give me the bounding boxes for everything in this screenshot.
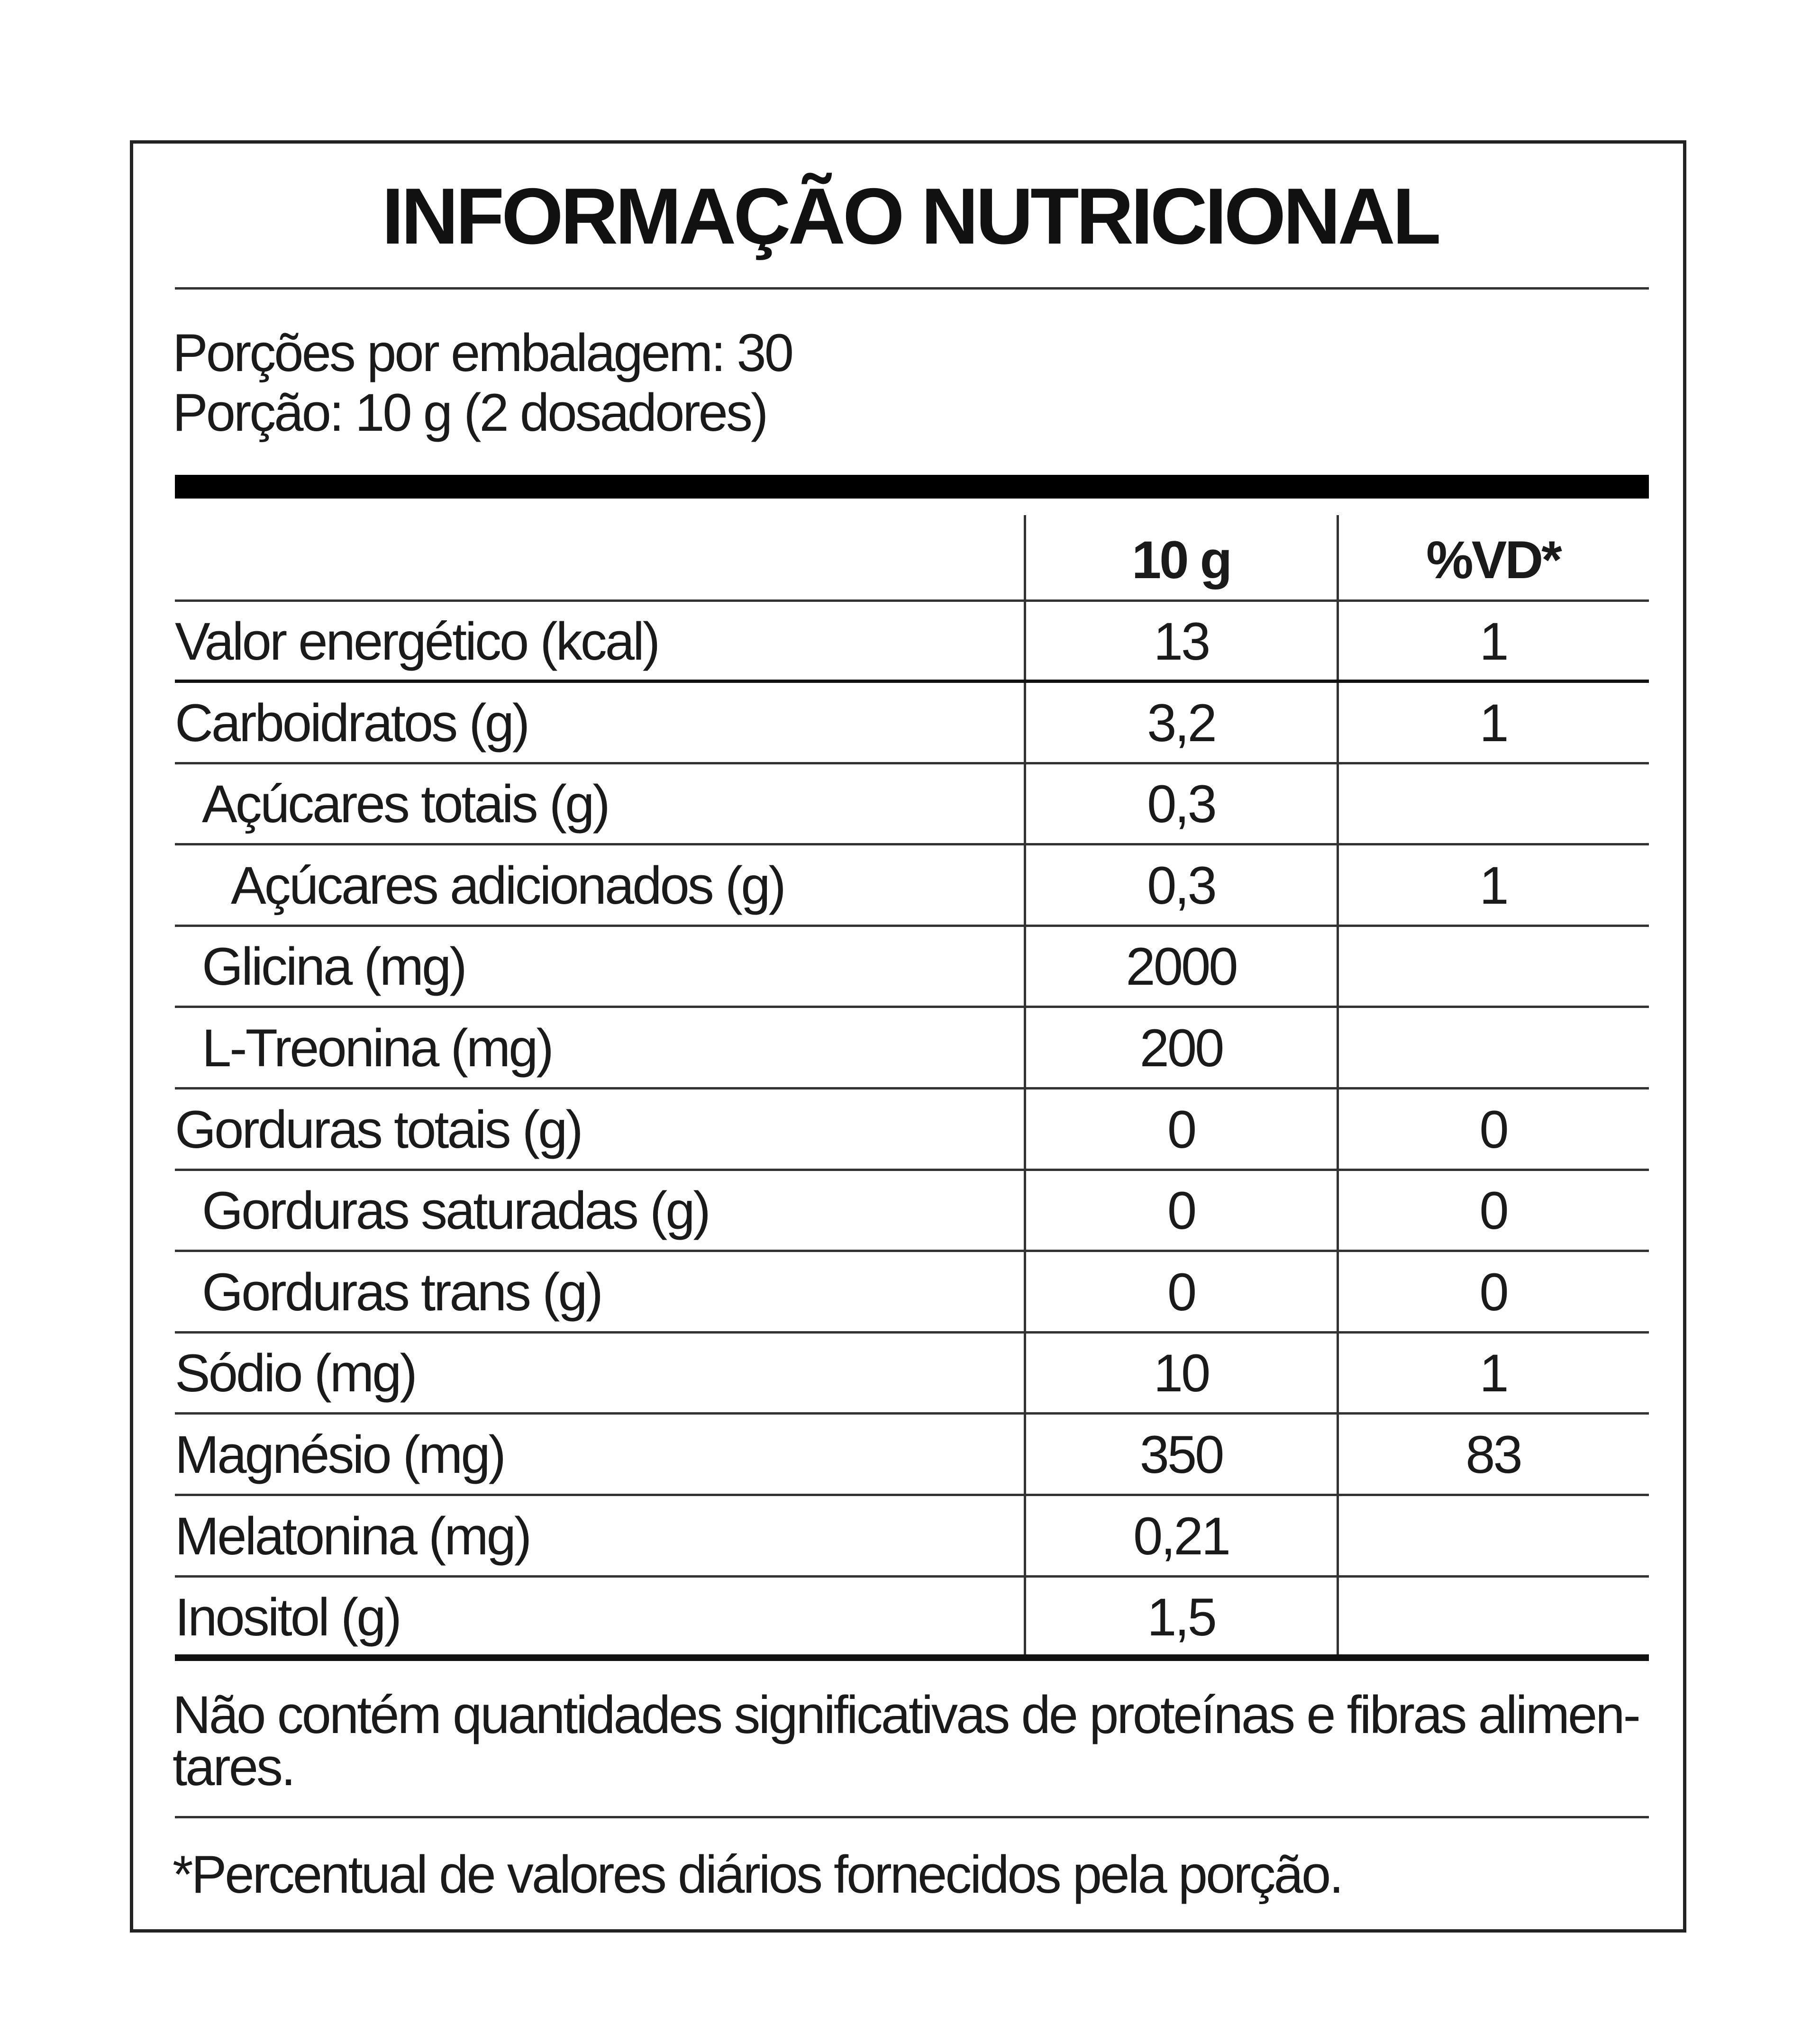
nutrient-amount: 0,21 — [1133, 1506, 1231, 1566]
footnote-line-1: Não contém quantidades significativas de… — [173, 1685, 1641, 1744]
row-divider — [175, 1087, 1649, 1089]
nutrient-label: Gorduras trans (g) — [202, 1262, 603, 1322]
nutrient-dv: 1 — [1479, 855, 1509, 915]
table-row: Açúcares totais (g) 0,3 — [175, 763, 1649, 846]
divider — [175, 1816, 1649, 1818]
footnote-line-2: tares. — [173, 1737, 296, 1797]
nutrient-dv: 0 — [1479, 1262, 1509, 1322]
nutrient-amount: 0 — [1167, 1181, 1197, 1241]
nutrient-dv: 1 — [1479, 612, 1509, 671]
nutrient-dv: 0 — [1479, 1099, 1509, 1159]
table-row: Gorduras totais (g) 0 0 — [175, 1089, 1649, 1171]
nutrient-amount: 0,3 — [1147, 774, 1217, 834]
nutrient-amount: 0 — [1167, 1099, 1197, 1159]
row-divider — [175, 1006, 1649, 1008]
nutrient-amount: 200 — [1139, 1018, 1225, 1078]
column-divider — [1337, 515, 1339, 1658]
row-divider — [175, 843, 1649, 846]
nutrient-dv: 1 — [1479, 693, 1509, 753]
row-divider — [175, 1494, 1649, 1496]
table-row: Gorduras saturadas (g) 0 0 — [175, 1170, 1649, 1252]
nutrient-label: Magnésio (mg) — [175, 1425, 506, 1484]
table-header: 10 g %VD* — [175, 515, 1649, 602]
nutrient-dv: 83 — [1465, 1425, 1523, 1484]
serving-size: Porção: 10 g (2 dosadores) — [173, 383, 768, 442]
label-title: INFORMAÇÃO NUTRICIONAL — [382, 172, 1441, 261]
nutrient-label: Gorduras saturadas (g) — [202, 1181, 711, 1241]
column-divider — [1024, 515, 1026, 1658]
row-divider — [175, 1331, 1649, 1334]
nutrient-label: Carboidratos (g) — [175, 693, 530, 753]
nutrient-amount: 2000 — [1126, 937, 1238, 997]
row-divider — [175, 680, 1649, 683]
table-row: Valor energético (kcal) 13 1 — [175, 600, 1649, 683]
row-divider — [175, 1575, 1649, 1578]
nutrient-label: Valor energético (kcal) — [175, 612, 660, 671]
table-row: Carboidratos (g) 3,2 1 — [175, 682, 1649, 764]
table-row: Açúcares adicionados (g) 0,3 1 — [175, 844, 1649, 927]
table-row: Magnésio (mg) 350 83 — [175, 1414, 1649, 1496]
row-divider — [175, 599, 1649, 602]
row-divider — [175, 1250, 1649, 1252]
nutrient-label: Gorduras totais (g) — [175, 1099, 583, 1159]
table-row: Glicina (mg) 2000 — [175, 926, 1649, 1008]
table-row: L-Treonina (mg) 200 — [175, 1007, 1649, 1089]
table-row: Gorduras trans (g) 0 0 — [175, 1251, 1649, 1334]
divider — [175, 287, 1649, 290]
row-divider — [175, 762, 1649, 764]
nutrient-label: Melatonina (mg) — [175, 1506, 532, 1566]
row-divider — [175, 1412, 1649, 1415]
nutrient-label: Açúcares totais (g) — [202, 774, 610, 834]
table-row: Melatonina (mg) 0,21 — [175, 1495, 1649, 1578]
header-amount: 10 g — [1131, 530, 1232, 590]
thick-divider — [175, 475, 1649, 499]
nutrient-amount: 0,3 — [1147, 855, 1217, 915]
servings-per-package: Porções por embalagem: 30 — [173, 323, 794, 382]
nutrient-label: Sódio (mg) — [175, 1343, 418, 1403]
nutrient-amount: 0 — [1167, 1262, 1197, 1322]
nutrient-label: Inositol (g) — [175, 1588, 402, 1647]
table-row: Inositol (g) 1,5 — [175, 1576, 1649, 1657]
nutrient-label: Glicina (mg) — [202, 937, 467, 997]
nutrient-amount: 10 — [1153, 1343, 1211, 1403]
nutrient-amount: 350 — [1139, 1425, 1225, 1484]
nutrient-dv: 1 — [1479, 1343, 1509, 1403]
row-divider — [175, 1168, 1649, 1171]
row-divider — [175, 924, 1649, 927]
table-row: Sódio (mg) 10 1 — [175, 1332, 1649, 1415]
thick-divider — [175, 1654, 1649, 1661]
dv-note: *Percentual de valores diários fornecido… — [173, 1845, 1344, 1904]
nutrient-amount: 3,2 — [1147, 693, 1217, 753]
nutrient-amount: 13 — [1153, 612, 1211, 671]
nutrient-amount: 1,5 — [1147, 1588, 1217, 1647]
nutrition-label-frame — [130, 140, 1686, 1933]
nutrient-label: Açúcares adicionados (g) — [231, 855, 786, 915]
nutrient-dv: 0 — [1479, 1181, 1509, 1241]
header-dv: %VD* — [1426, 530, 1562, 590]
nutrient-label: L-Treonina (mg) — [202, 1018, 554, 1078]
